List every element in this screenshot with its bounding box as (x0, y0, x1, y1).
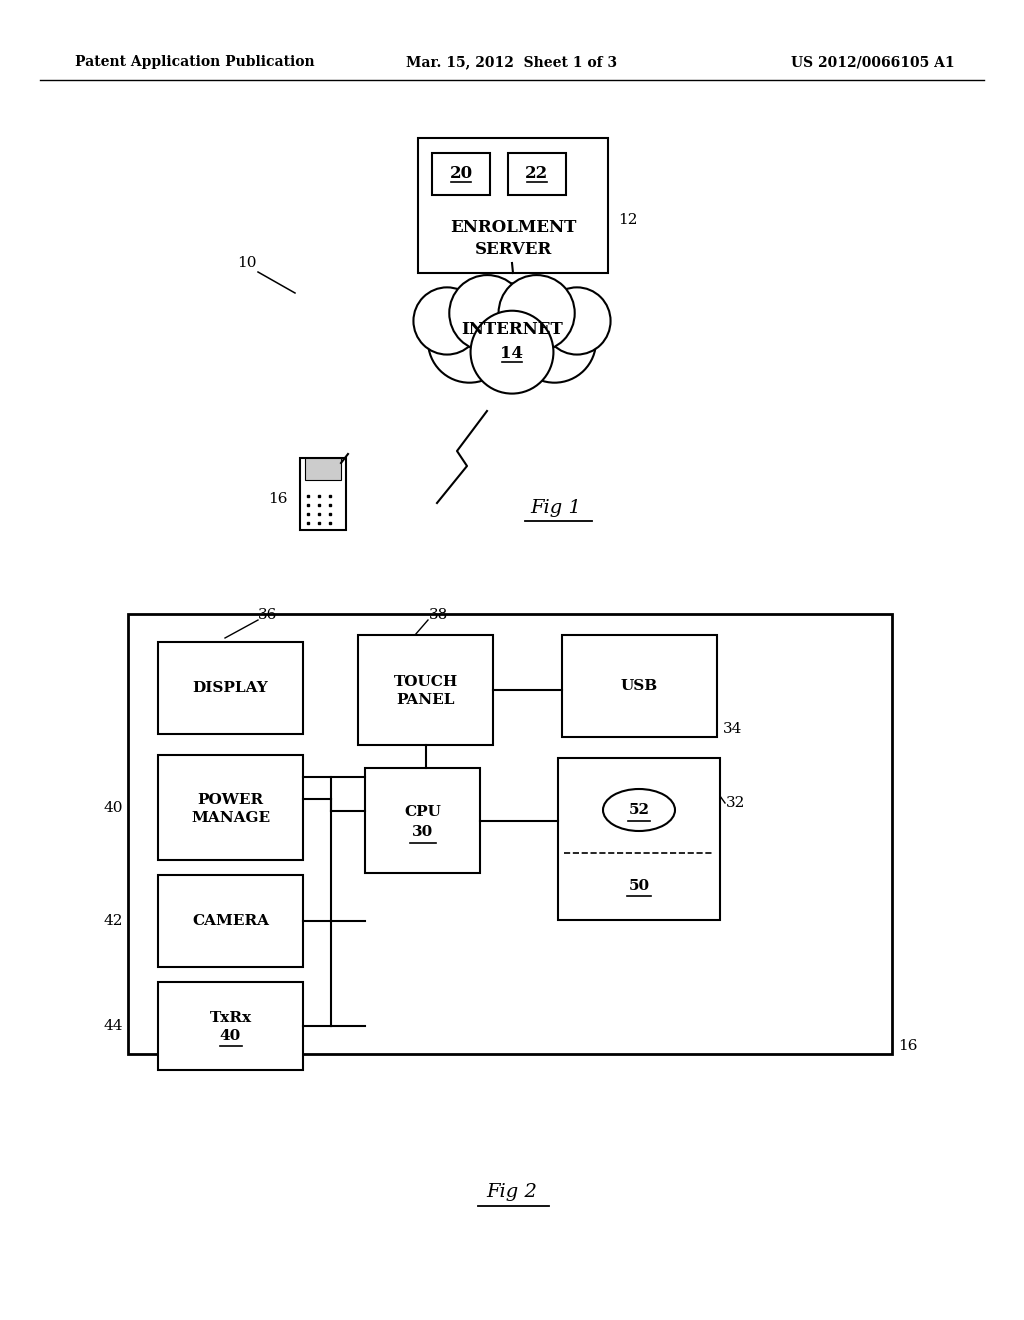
Bar (358, 635, 493, 744)
Bar (432, 153, 490, 195)
Text: 52: 52 (629, 803, 649, 817)
Bar (418, 139, 608, 273)
Text: USB: USB (621, 678, 658, 693)
Text: CAMERA: CAMERA (193, 913, 269, 928)
Bar (365, 768, 480, 873)
Text: PANEL: PANEL (396, 693, 455, 708)
Text: Fig 1: Fig 1 (530, 499, 582, 517)
Bar (158, 755, 303, 861)
Text: 16: 16 (898, 1039, 918, 1053)
Text: CPU: CPU (404, 805, 441, 820)
Circle shape (428, 300, 511, 383)
Text: 22: 22 (525, 165, 549, 182)
Ellipse shape (603, 789, 675, 832)
Circle shape (414, 288, 480, 355)
Text: DISPLAY: DISPLAY (193, 681, 268, 696)
Circle shape (499, 275, 574, 351)
Bar (128, 614, 892, 1053)
Text: 44: 44 (103, 1019, 123, 1034)
Text: 34: 34 (723, 722, 742, 737)
Bar (158, 982, 303, 1071)
Bar (305, 458, 341, 480)
Text: TOUCH: TOUCH (393, 675, 458, 689)
Circle shape (544, 288, 610, 355)
Text: 30: 30 (412, 825, 433, 840)
Text: 36: 36 (258, 609, 278, 622)
Text: INTERNET: INTERNET (461, 322, 563, 338)
Text: 40: 40 (220, 1030, 241, 1043)
Text: 14: 14 (501, 345, 523, 362)
Text: 38: 38 (428, 609, 447, 622)
Text: 42: 42 (103, 913, 123, 928)
Circle shape (461, 284, 563, 387)
Bar (508, 153, 566, 195)
Text: Fig 2: Fig 2 (486, 1183, 538, 1201)
Text: 50: 50 (629, 879, 649, 894)
Text: 12: 12 (618, 214, 638, 227)
Text: 10: 10 (238, 256, 257, 271)
Text: POWER: POWER (198, 792, 263, 807)
Text: Mar. 15, 2012  Sheet 1 of 3: Mar. 15, 2012 Sheet 1 of 3 (407, 55, 617, 69)
Text: Patent Application Publication: Patent Application Publication (75, 55, 314, 69)
Circle shape (513, 300, 596, 383)
Text: MANAGE: MANAGE (190, 810, 270, 825)
Text: SERVER: SERVER (474, 242, 552, 259)
Text: TxRx: TxRx (210, 1011, 252, 1026)
Text: ENROLMENT: ENROLMENT (450, 219, 577, 236)
Text: 32: 32 (726, 796, 745, 810)
Bar (300, 458, 346, 531)
Circle shape (450, 275, 525, 351)
Bar (558, 758, 720, 920)
Text: 20: 20 (450, 165, 472, 182)
Bar (158, 642, 303, 734)
Text: 40: 40 (103, 800, 123, 814)
Bar (158, 875, 303, 968)
Text: 16: 16 (268, 492, 288, 506)
Bar (562, 635, 717, 737)
Text: US 2012/0066105 A1: US 2012/0066105 A1 (792, 55, 955, 69)
Circle shape (471, 310, 553, 393)
